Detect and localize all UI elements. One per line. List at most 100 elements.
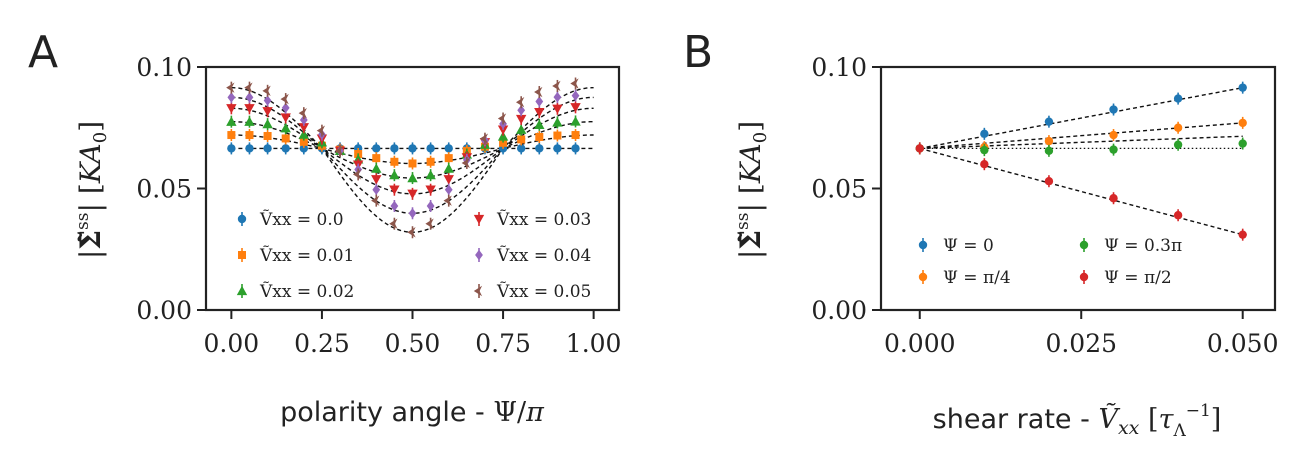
legend-b: Ψ = 0 Ψ = π/4 Ψ = 0.3π Ψ = π/2 <box>918 236 1182 288</box>
data-point <box>1238 139 1247 148</box>
data-point <box>553 131 562 140</box>
data-point <box>407 227 416 238</box>
data-point <box>425 218 434 229</box>
svg-text:|Σ̃ss| [KA0]: |Σ̃ss| [KA0] <box>73 121 111 259</box>
data-point <box>280 113 291 123</box>
data-point <box>515 124 527 134</box>
legend-label: Ṽxx = 0.04 <box>496 245 591 266</box>
data-point <box>263 95 272 106</box>
legend-marker <box>238 251 246 259</box>
data-point <box>570 78 579 89</box>
data-point <box>281 144 290 153</box>
data-point <box>443 163 454 173</box>
data-point <box>280 93 289 105</box>
data-point <box>534 119 545 129</box>
data-point <box>1173 211 1183 220</box>
data-point <box>389 185 400 195</box>
legend-label: Ṽxx = 0.01 <box>259 245 354 266</box>
data-point <box>408 159 417 168</box>
legend-marker <box>473 285 483 297</box>
data-point <box>1238 230 1247 239</box>
data-point <box>1173 123 1183 132</box>
y-tick-label: 0.05 <box>811 175 867 204</box>
legend-label: Ψ = 0 <box>943 236 994 256</box>
data-point <box>497 125 509 135</box>
data-point <box>552 104 563 114</box>
data-point <box>534 108 545 118</box>
data-point <box>390 144 399 153</box>
data-point <box>245 131 254 140</box>
fit-line <box>919 147 1243 236</box>
data-points-a <box>226 77 581 239</box>
data-point <box>390 157 399 166</box>
data-point <box>262 85 271 97</box>
data-point <box>227 92 236 103</box>
axis-ticks-b: 0.00 0.05 0.10 0.000 0.025 0.050 <box>811 53 1278 358</box>
data-point <box>1109 145 1118 154</box>
data-point <box>372 154 381 163</box>
panel-label-a: A <box>28 27 58 78</box>
data-point <box>371 175 382 185</box>
data-point <box>1044 177 1054 186</box>
data-point <box>299 144 309 153</box>
data-point <box>390 200 399 212</box>
x-tick-label: 0.00 <box>204 329 260 358</box>
x-tick-label: 0.25 <box>294 329 350 358</box>
data-point <box>298 107 307 119</box>
legend-label: Ṽxx = 0.03 <box>496 209 591 230</box>
axis-ticks-a: 0.00 0.05 0.10 0.00 0.25 0.50 0.75 1.00 <box>136 53 621 358</box>
data-point <box>517 105 526 116</box>
data-point <box>499 138 508 147</box>
data-point <box>334 145 344 157</box>
y-tick-label: 0.00 <box>811 296 867 325</box>
data-point <box>244 116 255 126</box>
svg-text:|Σ̃ss| [KA0]: |Σ̃ss| [KA0] <box>733 121 771 259</box>
data-point <box>980 160 989 169</box>
x-tick-label: 0.025 <box>1045 329 1117 358</box>
x-tick-label: 0.050 <box>1207 329 1279 358</box>
data-point <box>226 104 237 114</box>
data-point <box>262 118 273 129</box>
data-point <box>552 80 561 92</box>
data-point <box>534 86 543 98</box>
legend-marker <box>475 249 483 261</box>
x-axis-label-b: shear rate - Ṽxx [τΛ−1] <box>933 401 1222 441</box>
y-tick-label: 0.10 <box>811 53 867 82</box>
data-point <box>244 82 253 93</box>
data-point <box>1109 194 1118 203</box>
data-point <box>389 218 398 229</box>
fit-line <box>919 135 1243 150</box>
x-tick-label: 0.75 <box>475 329 531 358</box>
legend-label: Ψ = π/4 <box>943 268 1011 288</box>
legend-label: Ṽxx = 0.0 <box>259 209 344 230</box>
plot-frame-b <box>879 65 1277 312</box>
data-point <box>226 82 235 93</box>
data-point <box>497 131 509 141</box>
data-point <box>553 91 562 103</box>
data-point <box>371 195 380 206</box>
data-point <box>479 133 489 144</box>
data-point <box>1044 117 1054 126</box>
data-point <box>407 172 418 183</box>
data-point <box>298 123 310 133</box>
data-point <box>497 113 507 124</box>
y-axis-label-a: |Σ̃ss| [KA0] <box>73 121 111 259</box>
data-point <box>444 184 453 195</box>
data-point <box>408 208 417 219</box>
data-point <box>444 144 453 153</box>
data-point <box>1238 118 1247 128</box>
data-point <box>1109 130 1118 140</box>
x-tick-label: 0.000 <box>884 329 956 358</box>
data-point <box>281 134 290 143</box>
data-point <box>535 96 544 107</box>
data-point <box>227 131 236 140</box>
fit-line <box>919 122 1243 150</box>
legend-marker <box>1079 240 1089 250</box>
data-point <box>1238 83 1247 92</box>
data-point <box>298 129 310 139</box>
legend-label: Ψ = π/2 <box>1104 268 1172 288</box>
legend-marker <box>918 272 928 282</box>
legend-label: Ψ = 0.3π <box>1104 236 1182 256</box>
data-point <box>389 169 400 180</box>
